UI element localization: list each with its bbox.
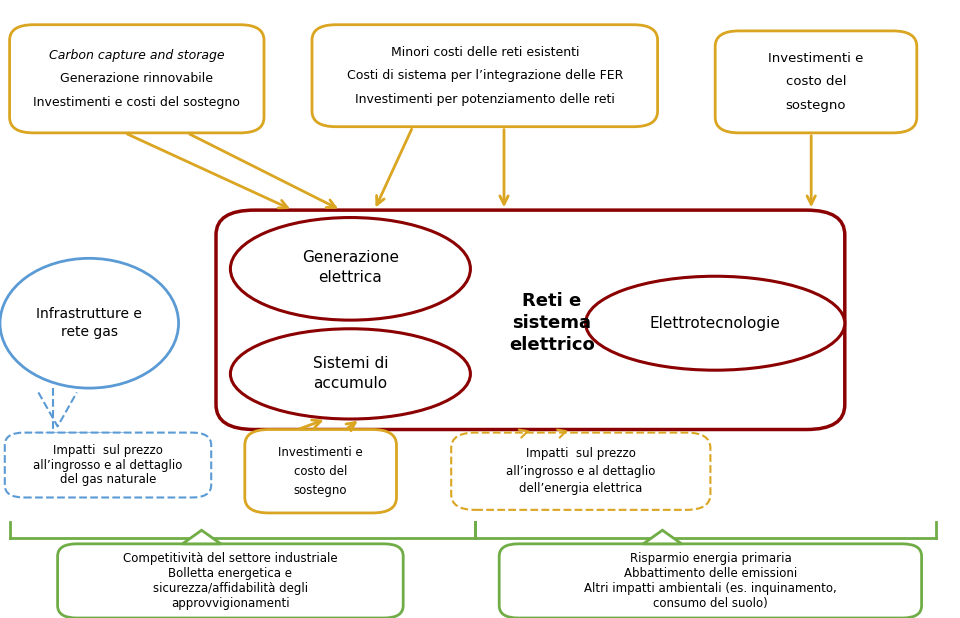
Text: Minori costi delle reti esistenti: Minori costi delle reti esistenti <box>391 46 579 59</box>
Text: consumo del suolo): consumo del suolo) <box>653 596 768 610</box>
Text: Competitività del settore industriale: Competitività del settore industriale <box>123 552 338 565</box>
Text: costo del: costo del <box>785 75 847 88</box>
FancyBboxPatch shape <box>499 544 922 618</box>
Text: Abbattimento delle emissioni: Abbattimento delle emissioni <box>624 567 797 580</box>
Text: Costi di sistema per l’integrazione delle FER: Costi di sistema per l’integrazione dell… <box>347 69 623 82</box>
Text: Impatti  sul prezzo: Impatti sul prezzo <box>526 447 636 460</box>
Text: Elettrotecnologie: Elettrotecnologie <box>650 316 780 331</box>
FancyBboxPatch shape <box>216 210 845 430</box>
Polygon shape <box>643 530 682 544</box>
Text: Investimenti per potenziamento delle reti: Investimenti per potenziamento delle ret… <box>355 93 614 106</box>
Text: all’ingrosso e al dettaglio: all’ingrosso e al dettaglio <box>506 465 656 478</box>
Text: dell’energia elettrica: dell’energia elettrica <box>519 483 642 496</box>
Text: Investimenti e costi del sostegno: Investimenti e costi del sostegno <box>34 96 240 109</box>
Text: Generazione rinnovabile: Generazione rinnovabile <box>60 72 213 85</box>
Text: Altri impatti ambientali (es. inquinamento,: Altri impatti ambientali (es. inquinamen… <box>584 582 837 595</box>
Text: Generazione
elettrica: Generazione elettrica <box>301 250 399 285</box>
FancyBboxPatch shape <box>312 25 658 127</box>
Text: all’ingrosso e al dettaglio: all’ingrosso e al dettaglio <box>34 459 182 472</box>
Text: Reti e
sistema
elettrico: Reti e sistema elettrico <box>509 292 595 354</box>
Text: sicurezza/affidabilità degli: sicurezza/affidabilità degli <box>153 582 308 595</box>
FancyBboxPatch shape <box>58 544 403 618</box>
Text: Risparmio energia primaria: Risparmio energia primaria <box>630 552 791 565</box>
Text: costo del: costo del <box>294 465 348 478</box>
FancyBboxPatch shape <box>245 430 396 513</box>
FancyBboxPatch shape <box>715 31 917 133</box>
Text: Investimenti e: Investimenti e <box>278 446 363 459</box>
Ellipse shape <box>230 218 470 320</box>
Text: Bolletta energetica e: Bolletta energetica e <box>168 567 293 580</box>
Ellipse shape <box>586 276 845 370</box>
Ellipse shape <box>0 258 179 388</box>
Text: Sistemi di
accumulo: Sistemi di accumulo <box>313 357 388 391</box>
Text: sostegno: sostegno <box>294 484 348 497</box>
Polygon shape <box>182 530 221 544</box>
Text: del gas naturale: del gas naturale <box>60 473 156 486</box>
FancyBboxPatch shape <box>451 433 710 510</box>
Text: Infrastrutture e
rete gas: Infrastrutture e rete gas <box>36 307 142 339</box>
FancyBboxPatch shape <box>10 25 264 133</box>
Text: Investimenti e: Investimenti e <box>768 52 864 65</box>
Text: sostegno: sostegno <box>785 99 847 112</box>
Text: Carbon capture and storage: Carbon capture and storage <box>49 48 225 62</box>
FancyBboxPatch shape <box>5 433 211 497</box>
Text: approvvigionamenti: approvvigionamenti <box>171 596 290 610</box>
Ellipse shape <box>230 329 470 419</box>
Text: Impatti  sul prezzo: Impatti sul prezzo <box>53 444 163 457</box>
